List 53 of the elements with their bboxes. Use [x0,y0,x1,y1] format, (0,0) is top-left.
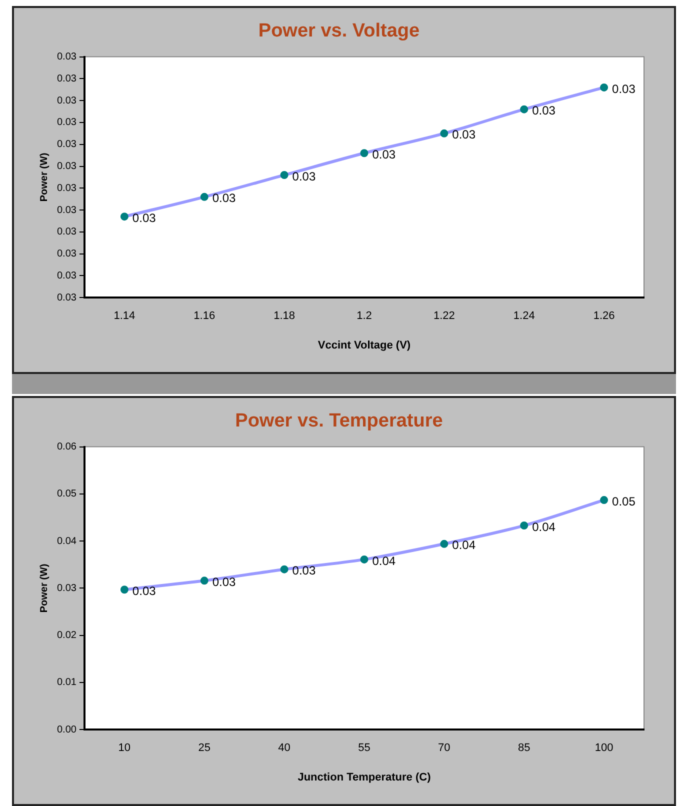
data-label: 0.03 [372,147,396,162]
y-tick-label: 0.03 [56,204,77,216]
data-label: 0.03 [132,584,156,598]
data-label: 0.03 [532,104,556,118]
y-tick-label: 0.00 [56,724,77,736]
y-tick-label: 0.05 [56,488,77,500]
x-tick-label: 1.2 [356,310,372,322]
y-tick-label: 0.03 [56,52,77,63]
x-tick-label: 1.22 [433,310,455,322]
data-label: 0.03 [452,128,476,142]
y-tick-label: 0.03 [56,117,77,128]
x-axis-title: Vccint Voltage (V) [318,339,411,352]
x-tick-label: 1.16 [194,310,216,322]
y-tick-label: 0.03 [56,248,77,260]
data-label: 0.03 [292,169,316,184]
y-axis-title: Power (W) [38,564,50,613]
y-tick-label: 0.03 [56,226,77,238]
y-axis-title: Power (W) [38,152,50,202]
y-tick-label: 0.03 [56,95,77,106]
chart-title: Power vs. Voltage [258,20,420,42]
chart-title: Power vs. Temperature [235,410,443,432]
x-tick-label: 1.18 [274,310,296,322]
data-label: 0.05 [612,494,636,508]
x-tick-label: 85 [518,742,530,754]
y-tick-label: 0.01 [56,677,77,688]
data-label: 0.04 [372,554,396,568]
x-tick-label: 1.24 [513,310,535,322]
y-tick-label: 0.02 [56,630,77,642]
data-label: 0.03 [212,574,236,589]
x-tick-label: 40 [278,742,290,754]
y-tick-label: 0.06 [56,442,77,453]
x-tick-label: 1.14 [114,310,136,322]
data-label: 0.04 [452,538,476,552]
data-label: 0.03 [212,191,236,206]
x-tick-label: 1.26 [593,310,615,322]
x-tick-label: 10 [118,742,131,754]
y-tick-label: 0.03 [56,582,77,594]
y-tick-label: 0.03 [56,292,77,304]
y-tick-label: 0.04 [56,536,77,547]
x-tick-label: 55 [358,742,370,754]
data-label: 0.04 [532,520,556,534]
y-tick-label: 0.03 [56,270,77,282]
y-tick-label: 0.03 [56,73,77,84]
data-label: 0.03 [132,210,156,225]
x-axis-title: Junction Temperature (C) [298,771,432,784]
data-label: 0.03 [612,82,636,96]
x-tick-label: 70 [438,742,450,754]
x-tick-label: 100 [594,742,614,754]
data-label: 0.03 [292,564,316,578]
x-tick-label: 25 [198,742,210,754]
y-tick-label: 0.03 [56,182,77,194]
y-tick-label: 0.03 [56,161,77,172]
y-tick-label: 0.03 [56,139,77,150]
